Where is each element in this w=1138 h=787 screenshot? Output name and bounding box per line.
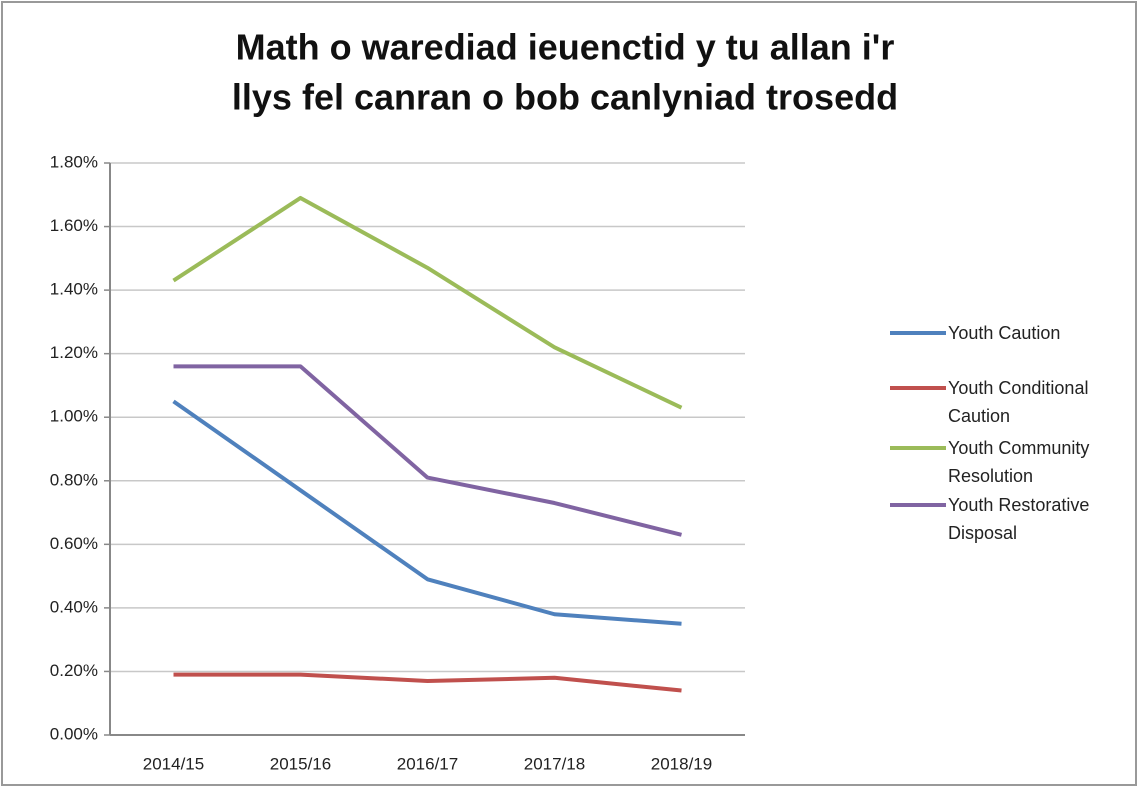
legend-label: Youth Caution [948,323,1061,343]
series-line [172,399,682,626]
legend-label: Youth Restorative Disposal [948,495,1090,543]
x-tick-label: 2017/18 [524,754,585,773]
y-tick-label: 1.60% [50,216,98,235]
chart-title: llys fel canran o bob canlyniad trosedd [232,77,898,118]
y-tick-label: 1.00% [50,407,98,426]
series-line [173,672,682,693]
chart-title: Math o warediad ieuenctid y tu allan i'r [236,27,895,68]
y-tick-label: 0.00% [50,724,98,743]
x-tick-label: 2018/19 [651,754,712,773]
legend-label: Youth Conditional Caution [948,378,1089,426]
x-tick-label: 2016/17 [397,754,458,773]
series-line [172,195,683,410]
y-tick-label: 0.20% [50,661,98,680]
y-tick-label: 0.80% [50,470,98,489]
series-line [173,364,682,537]
y-tick-label: 1.20% [50,343,98,362]
x-tick-label: 2015/16 [270,754,331,773]
y-tick-label: 1.40% [50,280,98,299]
y-tick-label: 1.80% [50,152,98,171]
legend-label: Youth Community Resolution [948,438,1090,486]
y-tick-label: 0.40% [50,597,98,616]
x-tick-label: 2014/15 [143,754,204,773]
y-tick-label: 0.60% [50,534,98,553]
